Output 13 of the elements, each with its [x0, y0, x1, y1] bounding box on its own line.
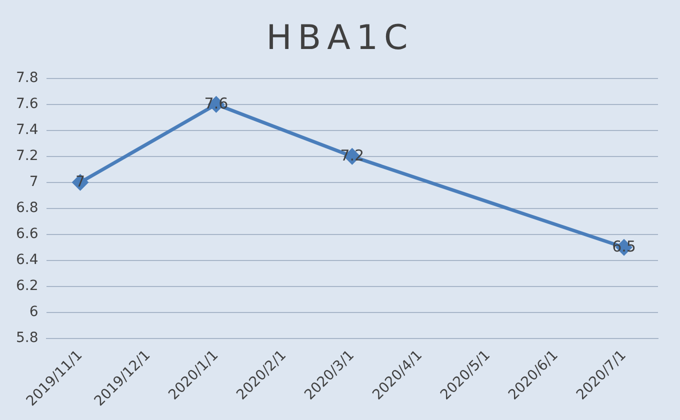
y-tick-label: 6 [29, 304, 38, 320]
chart-title: HBA1C [265, 18, 415, 58]
y-tick-label: 6.4 [16, 252, 38, 268]
y-tick-label: 7.6 [16, 96, 38, 112]
data-label: 7 [75, 172, 86, 190]
y-tick-label: 7.8 [16, 70, 38, 86]
y-tick-label: 7 [29, 174, 38, 190]
y-tick-label: 5.8 [16, 330, 38, 346]
y-tick-label: 6.8 [16, 200, 38, 216]
y-tick-label: 6.6 [16, 226, 38, 242]
y-tick-label: 7.2 [16, 148, 38, 164]
y-tick-label: 6.2 [16, 278, 38, 294]
y-tick-label: 7.4 [16, 122, 38, 138]
